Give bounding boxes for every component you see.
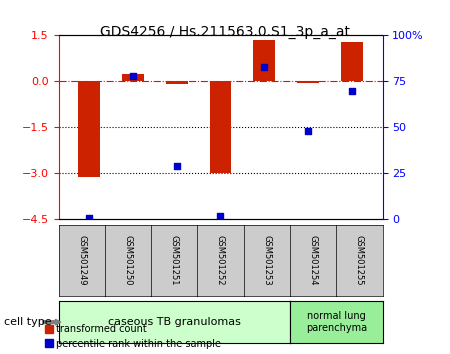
Text: caseous TB granulomas: caseous TB granulomas [108,317,241,327]
Text: GDS4256 / Hs.211563.0.S1_3p_a_at: GDS4256 / Hs.211563.0.S1_3p_a_at [100,25,350,39]
Bar [122,74,144,81]
Text: GSM501255: GSM501255 [355,235,364,285]
Bar [297,81,319,82]
Point [217,213,224,219]
Text: GSM501251: GSM501251 [170,235,179,285]
Point [305,128,312,134]
Point [86,215,93,221]
Bar [78,81,100,177]
Text: cell type: cell type [4,317,52,327]
Bar [210,81,231,173]
Point [261,64,268,69]
Text: normal lung
parenchyma: normal lung parenchyma [306,311,367,333]
Text: GSM501253: GSM501253 [262,235,271,286]
Point [348,88,356,93]
Text: GSM501254: GSM501254 [309,235,318,285]
Bar [341,41,363,81]
Bar [253,40,275,81]
Text: GSM501250: GSM501250 [123,235,132,285]
Point [173,163,180,169]
Legend: transformed count, percentile rank within the sample: transformed count, percentile rank withi… [41,320,225,353]
Bar [166,81,188,84]
Text: GSM501249: GSM501249 [77,235,86,285]
Point [129,73,136,79]
Text: GSM501252: GSM501252 [216,235,225,285]
